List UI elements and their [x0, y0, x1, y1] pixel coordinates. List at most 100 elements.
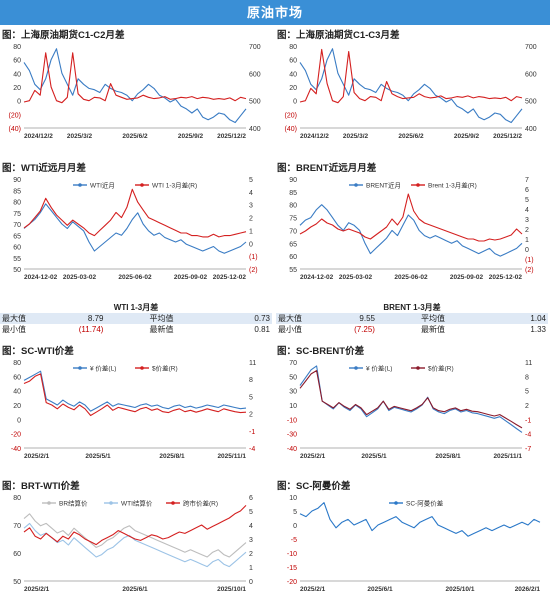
series-line [299, 502, 541, 537]
y-right-tick-label: 11 [525, 360, 532, 367]
legend-marker [140, 366, 144, 370]
x-tick-label: 2025/3/2 [343, 133, 369, 140]
legend-label: ¥ 价差(L) [366, 364, 392, 373]
legend-label: WTI 1-3月差(R) [152, 181, 197, 190]
x-tick-label: 2025/2/1 [24, 586, 50, 593]
stat-label: 平均值 [149, 314, 174, 323]
panel-title-sc-oman: 图：SC-阿曼价差 [277, 481, 351, 492]
table-row: 最小值 (11.74) 最新值 0.81 [0, 324, 272, 335]
x-tick-label: 2025-03-02 [63, 274, 97, 281]
y-left-tick-label: 80 [13, 495, 21, 502]
x-tick-label: 2025-09-02 [174, 274, 208, 281]
series-line [299, 204, 523, 257]
y-left-tick-label: 60 [13, 374, 21, 381]
x-tick-label: 2025/10/1 [446, 586, 475, 593]
y-right-tick-label: (2) [525, 267, 534, 274]
y-right-tick-label: 4 [525, 207, 529, 214]
y-left-tick-label: 60 [13, 58, 21, 65]
y-left-tick-label: -10 [287, 417, 297, 424]
stat-value: (11.74) [78, 325, 104, 334]
stat-label: 最小值 [2, 325, 26, 334]
y-left-tick-label: 30 [289, 389, 297, 396]
series-line [23, 370, 247, 412]
table-row: 最大值 8.79 平均值 0.73 [0, 313, 272, 324]
y-right-tick-label: 6 [525, 187, 529, 194]
x-tick-label: 2025/11/1 [217, 453, 246, 460]
x-tick-label: 2025-12-02 [213, 274, 247, 281]
y-left-tick-label: 20 [13, 403, 21, 410]
stat-label: 平均值 [420, 314, 445, 323]
x-tick-label: 2025/3/2 [67, 133, 93, 140]
y-right-tick-label: 2 [249, 412, 253, 419]
y-right-tick-label: 4 [249, 523, 253, 530]
y-right-tick-label: 2 [525, 227, 529, 234]
table-row: 最小值 (7.25) 最新值 1.33 [276, 324, 548, 335]
stats-table-brent: 最大值 9.55 平均值 1.04 最小值 (7.25) 最新值 1.33 [276, 313, 548, 335]
table-title-brent: BRENT 1-3月差 [383, 303, 441, 312]
y-left-tick-label: 10 [289, 403, 297, 410]
y-right-tick-label: 2 [249, 216, 253, 223]
y-left-tick-label: 0 [17, 417, 21, 424]
y-right-tick-label: -4 [249, 446, 255, 453]
x-tick-label: 2024-12-02 [24, 274, 58, 281]
y-left-tick-label: 60 [289, 58, 297, 65]
y-right-tick-label: 5 [525, 197, 529, 204]
x-tick-label: 2025-12-02 [489, 274, 523, 281]
y-right-tick-label: -4 [525, 432, 531, 439]
legend-marker [354, 183, 358, 187]
stat-label: 最新值 [149, 325, 174, 334]
y-left-tick-label: 5 [293, 509, 297, 516]
y-right-tick-label: 5 [249, 177, 253, 184]
y-left-tick-label: 20 [13, 85, 21, 92]
series-line [23, 203, 247, 254]
legend-marker [416, 183, 420, 187]
y-left-tick-label: (40) [9, 126, 21, 133]
y-left-tick-label: -5 [291, 537, 297, 544]
panel-title-wti-spread: 图：WTI近远月月差 [2, 163, 86, 174]
table-title-wti: WTI 1-3月差 [113, 303, 159, 312]
panel-title-sc-wti: 图：SC-WTI价差 [2, 346, 74, 357]
x-tick-label: 2025/12/2 [217, 133, 246, 140]
chart-sc-wti: 80 60 40 20 0 -20 -40 11 8 5 2 -1 -4 2025/2/1 2025/5/1… [11, 360, 256, 460]
chart-sc-c1c3: 80 60 40 20 0 (20) (40) 700 600 500 400 2024/12/2 20… [285, 44, 537, 140]
series-line [299, 365, 523, 433]
y-left-tick-label: 50 [13, 579, 21, 586]
x-tick-label: 2025-06-02 [118, 274, 152, 281]
x-tick-label: 2024/12/2 [24, 133, 53, 140]
panel-title-brent-spread: 图：BRENT近远月月差 [277, 163, 377, 174]
x-tick-label: 2025/11/1 [493, 453, 522, 460]
panel-title-brt-wti: 图：BRT-WTI价差 [2, 481, 80, 492]
x-tick-label: 2025/9/2 [454, 133, 480, 140]
chart-brent-spread: 908580757065605576543210(1)(2)2024-12-02… [289, 177, 534, 281]
legend-label: $价差(R) [428, 364, 454, 373]
x-tick-label: 2025/9/2 [178, 133, 204, 140]
legend-marker [78, 366, 82, 370]
x-tick-label: 2025/2/1 [24, 453, 50, 460]
y-left-tick-label: 70 [13, 222, 21, 229]
y-left-tick-label: 90 [13, 177, 21, 184]
series-line [299, 48, 523, 104]
series-line [23, 188, 247, 238]
y-right-tick-label: 5 [249, 394, 253, 401]
y-left-tick-label: 55 [13, 256, 21, 263]
x-tick-label: 2025/12/2 [493, 133, 522, 140]
legend-label: WTI近月 [90, 181, 115, 190]
series-line [23, 48, 247, 124]
x-tick-label: 2025-09-02 [450, 274, 484, 281]
section-banner: 原油市场 [0, 0, 550, 25]
legend-marker [140, 183, 144, 187]
series-line [23, 522, 247, 568]
y-left-tick-label: (40) [285, 126, 297, 133]
y-right-tick-label: 5 [525, 389, 529, 396]
y-left-tick-label: 80 [13, 200, 21, 207]
y-right-tick-label: 3 [249, 537, 253, 544]
y-left-tick-label: 80 [289, 203, 297, 210]
x-tick-label: 2025/6/2 [398, 133, 424, 140]
y-left-tick-label: 70 [13, 523, 21, 530]
x-tick-label: 2024-12-02 [300, 274, 334, 281]
y-right-tick-label: 600 [249, 71, 261, 78]
series-line [23, 52, 247, 104]
y-right-tick-label: 2 [525, 403, 529, 410]
y-left-tick-label: (20) [9, 112, 21, 119]
